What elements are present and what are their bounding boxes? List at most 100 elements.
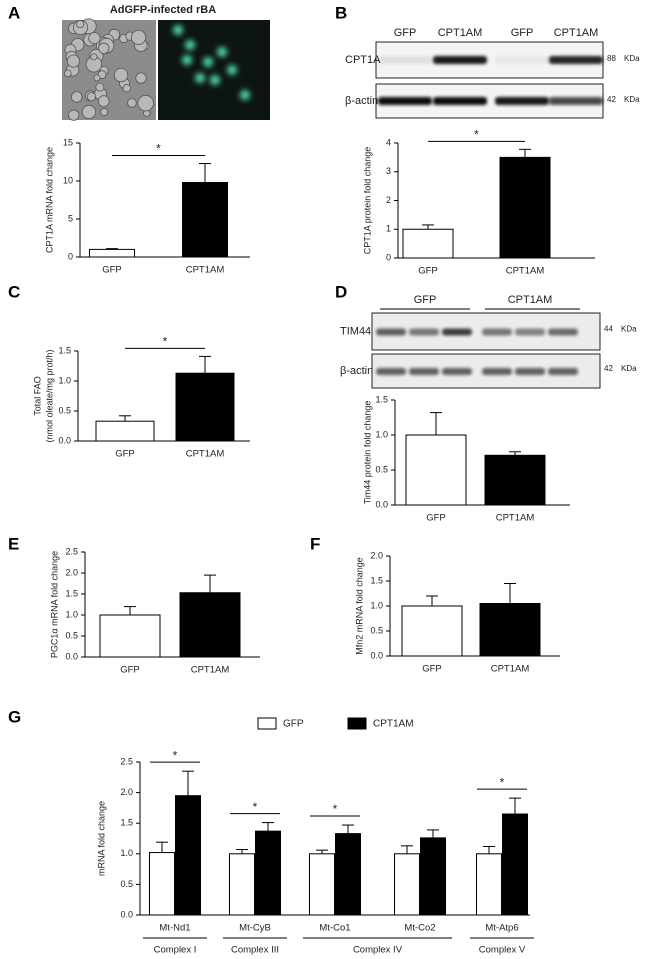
significance-label: * xyxy=(156,142,161,156)
cell xyxy=(81,104,97,120)
cell xyxy=(135,72,147,84)
y-tick-label: 1.5 xyxy=(370,575,383,585)
panel-letter: B xyxy=(335,3,347,22)
legend-label: GFP xyxy=(283,719,304,730)
fluorescence-cells xyxy=(173,25,250,100)
row-label: CPT1A xyxy=(345,54,381,66)
bar xyxy=(309,853,335,916)
bar xyxy=(255,830,281,916)
x-tick-label: GFP xyxy=(120,665,140,676)
bar xyxy=(89,248,135,258)
bar xyxy=(484,454,546,506)
group-label: GFP xyxy=(414,294,437,306)
blot-band xyxy=(515,368,545,375)
blot-band xyxy=(442,368,472,375)
y-axis-label: CPT1A mRNA fold change xyxy=(44,147,54,253)
group-label: Complex V xyxy=(479,945,526,956)
y-tick-label: 1.5 xyxy=(58,345,71,355)
y-tick-label: 4 xyxy=(386,137,391,147)
significance-label: * xyxy=(500,775,505,789)
lane-label: CPT1AM xyxy=(554,27,599,39)
bar xyxy=(149,852,175,916)
y-tick-label: 2.0 xyxy=(120,787,133,797)
bar xyxy=(95,420,155,442)
x-tick-label: Mt-Atp6 xyxy=(485,923,518,934)
fluorescent-cell xyxy=(203,57,213,67)
x-tick-label: Mt-Nd1 xyxy=(159,923,190,934)
y-tick-label: 0.0 xyxy=(65,651,78,661)
blot-band xyxy=(433,97,487,105)
bar xyxy=(502,813,528,916)
blot-band xyxy=(409,328,439,336)
fluorescent-cell xyxy=(182,55,192,65)
y-axis-label: CPT1A protein fold change xyxy=(362,147,372,255)
y-axis-label: mRNA fold change xyxy=(96,801,106,876)
x-tick-label: CPT1AM xyxy=(186,265,225,276)
x-tick-label: Mt-Co1 xyxy=(319,923,350,934)
x-tick-label: GFP xyxy=(422,664,442,675)
x-tick-label: CPT1AM xyxy=(191,665,230,676)
panel-letter: F xyxy=(310,534,320,553)
x-tick-label: GFP xyxy=(115,449,135,460)
lane-label: GFP xyxy=(394,27,417,39)
blot-band xyxy=(549,97,603,105)
significance-label: * xyxy=(163,335,168,349)
y-tick-label: 0.5 xyxy=(370,625,383,635)
y-tick-label: 1.5 xyxy=(375,394,388,404)
y-tick-label: 0 xyxy=(68,251,73,261)
y-axis-label: Mfn2 mRNA fold change xyxy=(354,557,364,655)
legend-label: CPT1AM xyxy=(373,719,414,730)
significance-label: * xyxy=(173,748,178,762)
legend-swatch xyxy=(347,717,367,730)
blot-band xyxy=(378,56,432,64)
y-tick-label: 0 xyxy=(386,252,391,262)
bar xyxy=(394,853,420,916)
x-tick-label: Mt-Co2 xyxy=(404,923,435,934)
panel-letter: D xyxy=(335,282,347,301)
cell xyxy=(130,29,147,45)
y-tick-label: 1.0 xyxy=(58,375,71,385)
blot-band xyxy=(376,368,406,375)
y-axis-label: Total FAO xyxy=(32,376,42,416)
blot-band xyxy=(409,368,439,375)
size-label: 44 xyxy=(604,325,613,334)
fluorescent-cell xyxy=(210,75,220,85)
significance-label: * xyxy=(333,802,338,816)
y-tick-label: 1.0 xyxy=(65,609,78,619)
bar xyxy=(335,833,361,916)
cell xyxy=(95,82,105,92)
lane-label: CPT1AM xyxy=(438,27,483,39)
cell xyxy=(68,109,80,121)
y-tick-label: 2.5 xyxy=(65,546,78,556)
bar xyxy=(99,614,161,658)
group-label: Complex IV xyxy=(353,945,403,956)
y-tick-label: 0.0 xyxy=(370,650,383,660)
y-tick-label: 0.5 xyxy=(120,879,133,889)
panel-letter: C xyxy=(8,282,20,301)
blot-band xyxy=(442,328,472,336)
x-tick-label: Mt-CyB xyxy=(239,923,271,934)
y-tick-label: 0.0 xyxy=(58,435,71,445)
brightfield-cells xyxy=(63,18,154,121)
y-tick-label: 15 xyxy=(63,137,73,147)
fluorescent-cell xyxy=(240,90,250,100)
fluorescent-cell xyxy=(195,73,205,83)
bar xyxy=(420,837,446,916)
x-tick-label: CPT1AM xyxy=(186,449,225,460)
blot-band xyxy=(378,97,432,105)
cell xyxy=(97,95,110,108)
size-label: 42 xyxy=(604,364,613,373)
y-tick-label: 0.0 xyxy=(120,909,133,919)
cell xyxy=(122,84,131,93)
blot-band xyxy=(548,328,578,336)
y-tick-label: 0.5 xyxy=(65,630,78,640)
unit-label: KDa xyxy=(621,325,637,334)
x-tick-label: CPT1AM xyxy=(506,266,545,277)
blot-band xyxy=(495,56,549,64)
blot-band xyxy=(515,328,545,336)
blot-band xyxy=(495,97,549,105)
cell xyxy=(113,67,129,83)
bar xyxy=(229,853,255,916)
group-label: Complex I xyxy=(154,945,197,956)
y-tick-label: 10 xyxy=(63,175,73,185)
